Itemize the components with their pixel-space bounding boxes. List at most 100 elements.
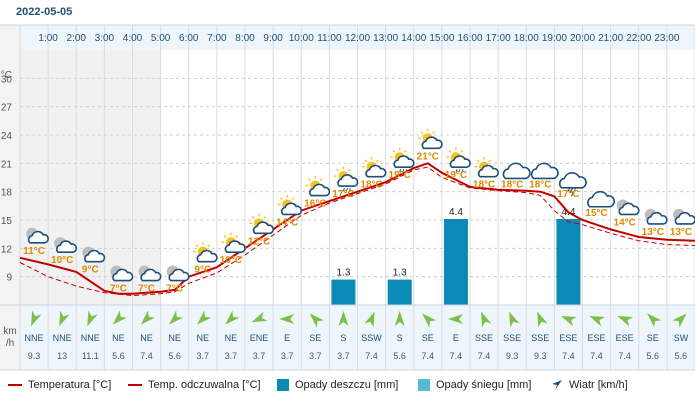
wind-arrow-shape <box>647 313 662 328</box>
wind-direction: NE <box>140 333 153 343</box>
sun-ray <box>488 159 492 163</box>
wind-direction: NE <box>225 333 238 343</box>
wind-arrow-icon <box>422 313 437 328</box>
wind-arrow-icon <box>59 310 70 327</box>
rain-bar <box>556 218 581 305</box>
sun-ray <box>251 216 255 219</box>
cloud-shape <box>421 136 443 150</box>
wind-arrow-shape <box>225 310 240 325</box>
wind-speed: 9.3 <box>534 351 547 361</box>
sun-ray <box>432 131 436 134</box>
temp-label: 19°C <box>389 170 411 181</box>
rain-drop <box>402 169 405 173</box>
sun-ray <box>404 150 407 153</box>
hour-label: 3:00 <box>95 33 115 44</box>
hour-label: 13:00 <box>373 33 398 44</box>
wind-direction: NNE <box>81 333 100 343</box>
temp-label: 7°C <box>166 284 183 295</box>
hour-label: 14:00 <box>401 33 426 44</box>
wind-arrow-shape <box>509 311 520 328</box>
sun-rain-icon <box>390 147 415 173</box>
sun-ray <box>347 168 351 172</box>
wind-arrow-shape <box>309 313 324 328</box>
wind-direction: SSE <box>503 333 521 343</box>
wind-speed: 3.7 <box>197 351 210 361</box>
thunder-rain-icon <box>558 172 587 197</box>
temp-label: 7°C <box>110 284 127 295</box>
temp-label: 18°C <box>501 180 523 191</box>
sun-ray <box>336 168 339 172</box>
rain-drop <box>573 187 576 192</box>
cloud-shape <box>502 162 531 180</box>
wind-arrow-icon <box>647 313 662 328</box>
sun-ray <box>376 159 379 163</box>
wind-direction: E <box>284 333 290 343</box>
wind-speed: 7.4 <box>562 351 575 361</box>
wind-arrow-icon <box>617 315 634 327</box>
legend-wind-label: Wiatr [km/h] <box>569 379 628 391</box>
wind-arrow-icon <box>112 310 127 325</box>
cloud-shape <box>587 190 616 208</box>
wind-arrow-icon <box>309 313 324 328</box>
wind-arrow-shape <box>31 310 42 327</box>
wind-direction: NNE <box>25 333 44 343</box>
temp-label: 13°C <box>670 227 692 238</box>
y-tick-label: 27 <box>1 103 13 114</box>
wind-arrow-shape <box>251 311 268 323</box>
wind-arrow-shape <box>617 315 634 327</box>
lightning <box>569 187 575 197</box>
legend-rain-label: Opady deszczu [mm] <box>295 379 399 391</box>
partly-cloudy-day-icon <box>193 242 218 263</box>
hour-label: 4:00 <box>123 33 143 44</box>
left-axis-band <box>0 25 20 370</box>
y-tick-label: 15 <box>1 216 13 227</box>
wind-arrow-shape <box>140 310 156 325</box>
wind-arrow-icon <box>589 315 605 327</box>
hour-label: 10:00 <box>289 33 314 44</box>
wind-arrow-icon <box>140 310 156 325</box>
wind-direction: ENE <box>250 333 269 343</box>
partly-cloudy-day-icon <box>362 157 387 178</box>
temp-label: 9°C <box>82 265 99 276</box>
temp-label: 16°C <box>304 199 326 210</box>
wind-speed: 7.4 <box>140 351 153 361</box>
partly-cloudy-day-icon <box>249 213 274 235</box>
wind-speed: 5.6 <box>112 351 125 361</box>
wind-speed: 7.4 <box>590 351 603 361</box>
wind-arrow-icon <box>197 310 212 325</box>
cloud-shape <box>112 268 134 282</box>
forecast-date: 2022-05-05 <box>16 6 73 18</box>
hour-label: 18:00 <box>514 33 539 44</box>
hour-label: 5:00 <box>151 33 171 44</box>
wind-unit-label: km <box>3 326 16 337</box>
partly-cloudy-night-icon <box>54 237 78 254</box>
wind-speed: 5.6 <box>168 351 181 361</box>
wind-speed: 7.4 <box>450 351 463 361</box>
partly-cloudy-night-icon <box>82 246 106 263</box>
sun-ray <box>291 197 295 200</box>
y-tick-label: 12 <box>1 244 13 255</box>
feels-like-line <box>19 166 695 297</box>
hour-label: 9:00 <box>263 33 283 44</box>
sun-ray <box>476 159 480 163</box>
wind-arrow-shape <box>197 310 212 325</box>
cloud-icon <box>530 162 559 180</box>
hour-label: 16:00 <box>457 33 482 44</box>
legend-snow-swatch <box>418 379 430 391</box>
legend-feels: Temp. odczuwalna [°C] <box>128 379 261 391</box>
temp-label: 19°C <box>445 170 467 181</box>
hour-label: 8:00 <box>235 33 255 44</box>
rain-drop <box>399 169 402 173</box>
wind-speed: 5.6 <box>675 351 688 361</box>
wind-direction: SE <box>309 333 321 343</box>
partly-cloudy-day-icon <box>221 232 246 254</box>
temp-label: 21°C <box>417 151 439 162</box>
hour-label: 21:00 <box>598 33 623 44</box>
wind-speed: 5.6 <box>393 351 406 361</box>
wind-direction: NE <box>112 333 125 343</box>
wind-direction: E <box>453 333 459 343</box>
wind-speed: 7.4 <box>618 351 631 361</box>
temp-label: 14°C <box>614 217 636 228</box>
wind-arrow-icon <box>87 310 98 327</box>
